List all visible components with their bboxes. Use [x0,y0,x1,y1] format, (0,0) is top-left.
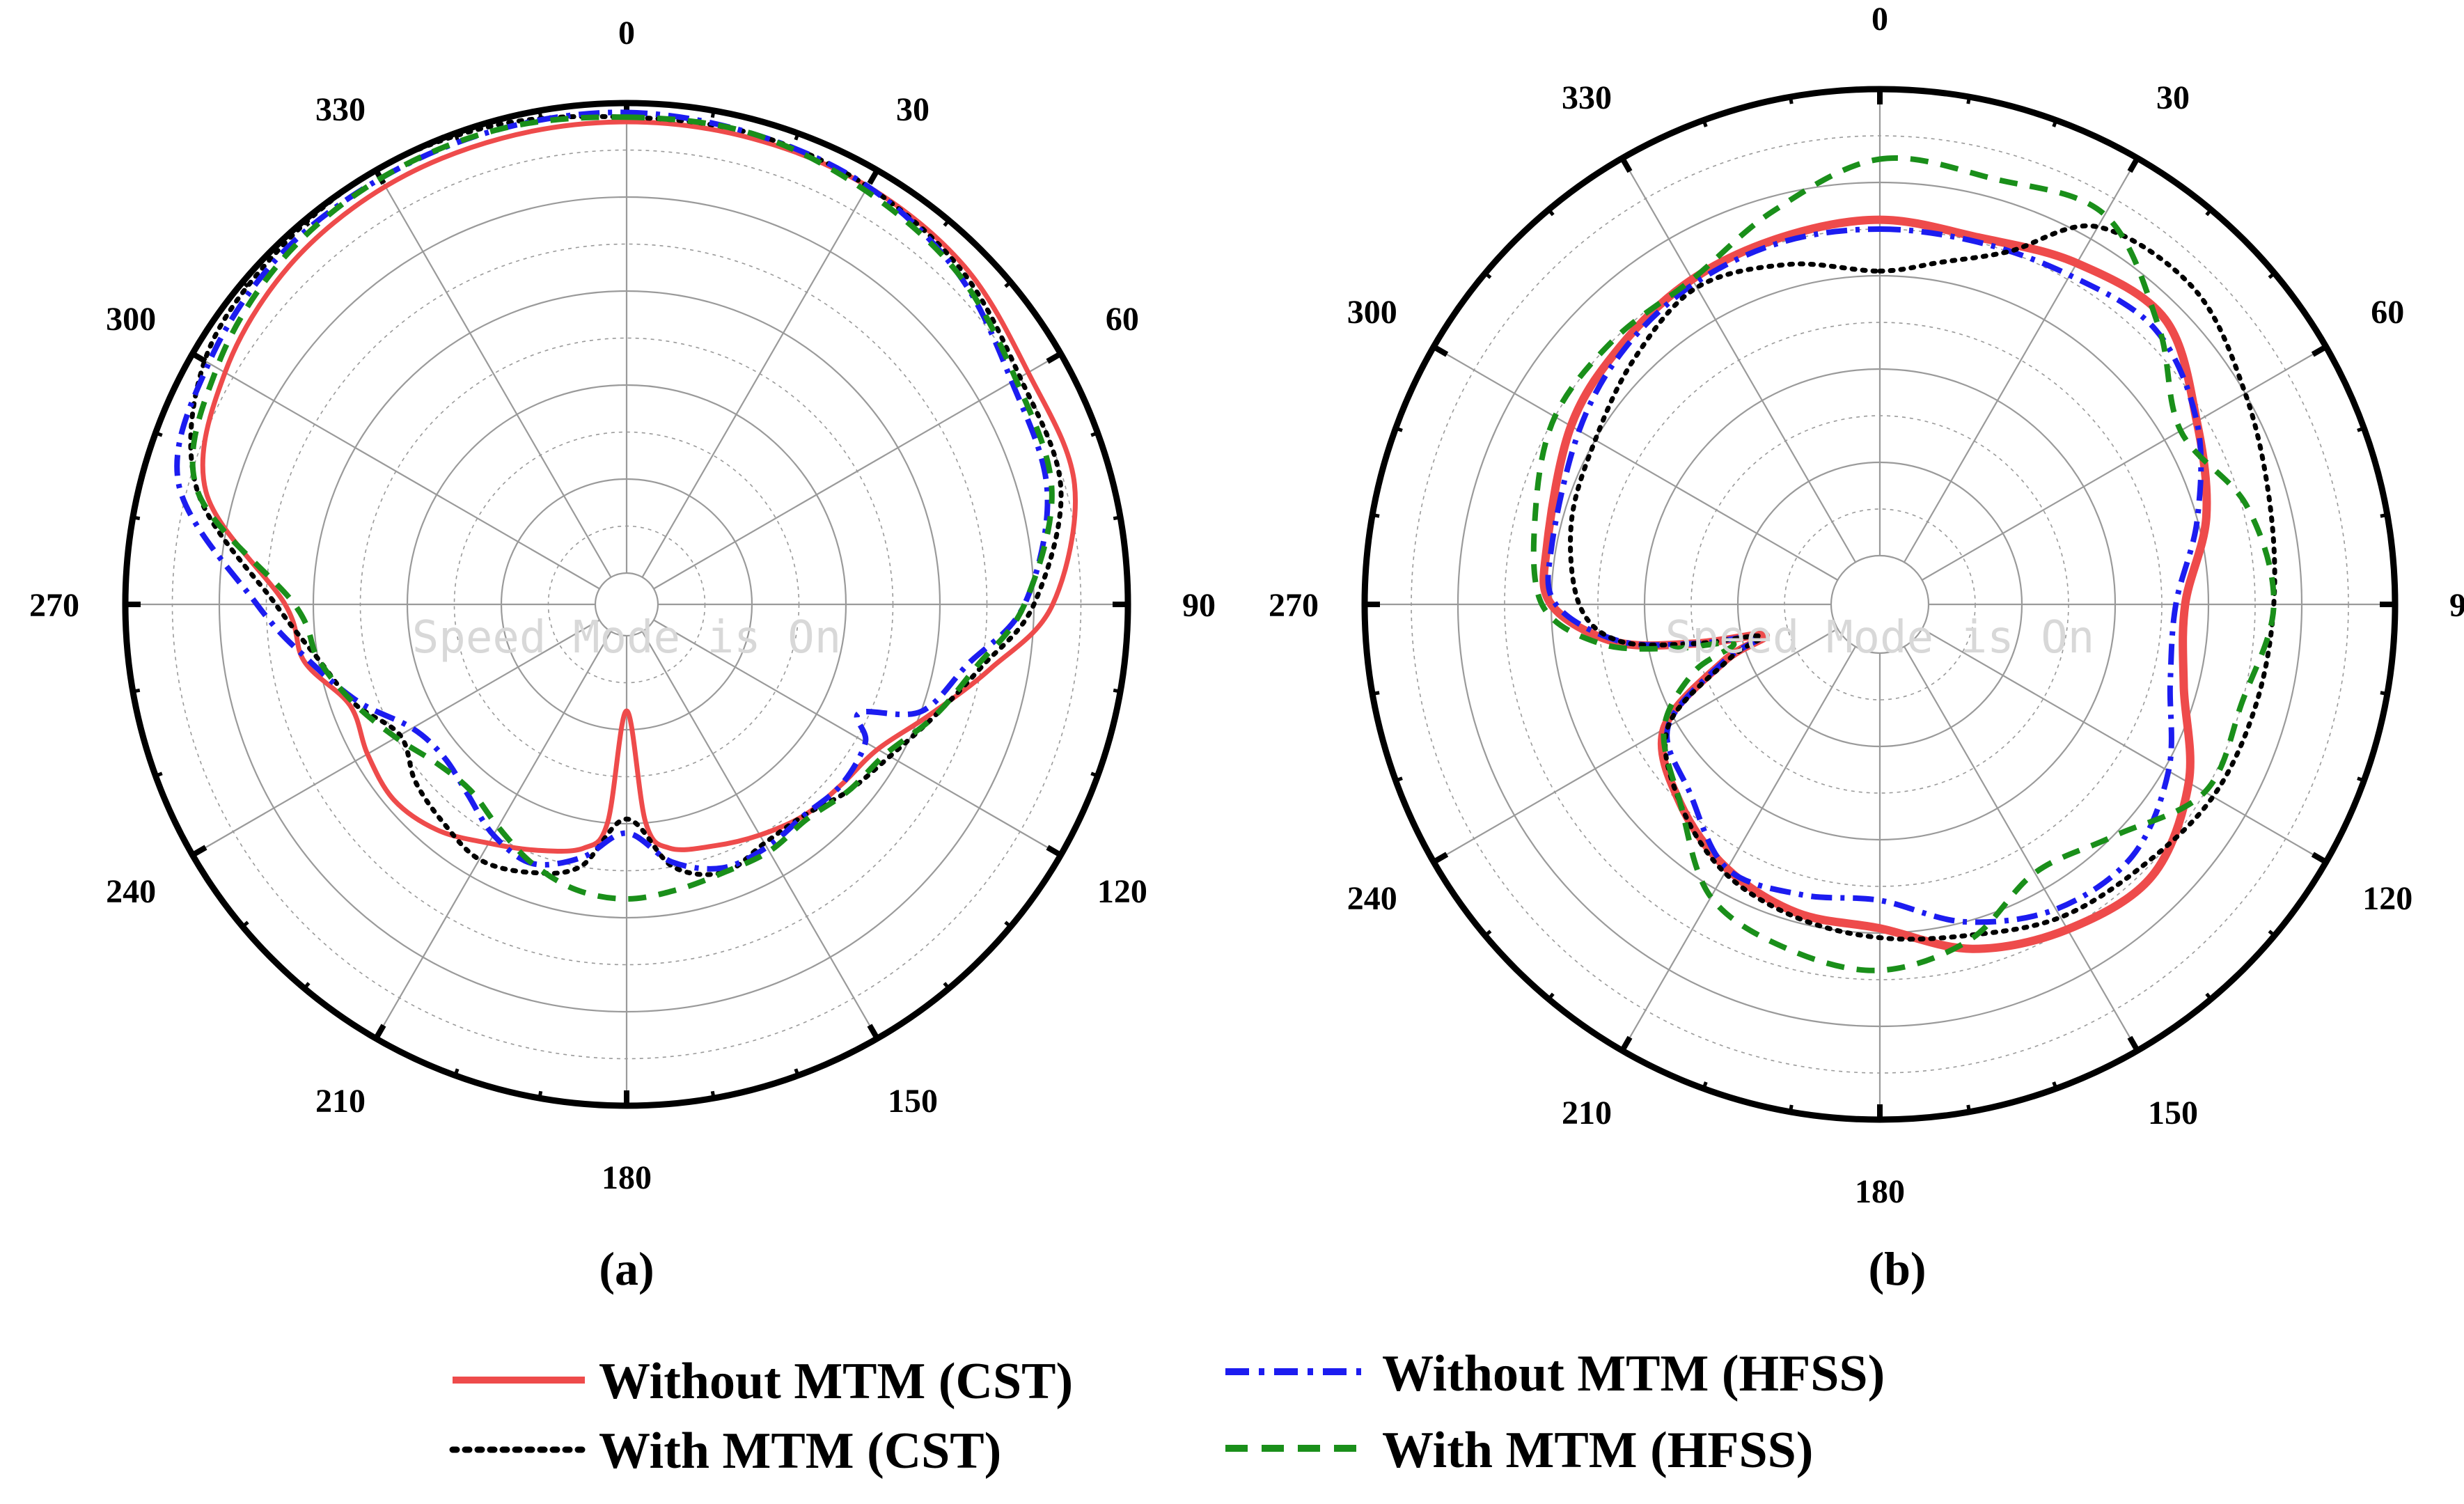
angle-tick-label: 330 [1562,79,1612,116]
series-line-cst-without [1539,215,2211,953]
angle-tick-label: 270 [1269,587,1319,624]
grid-spoke [1904,157,2138,563]
polar-grid [1363,88,2396,1121]
series-line-cst-with [188,113,1064,877]
grid-spoke [1622,646,1856,1051]
legend-item-without-mtm-hfss: Without MTM (HFSS) [1225,1345,1885,1402]
angle-tick-label: 0 [1871,1,1888,38]
angle-tick-label: 30 [896,91,929,128]
legend-label-with-mtm-hfss: With MTM (HFSS) [1382,1422,1813,1479]
grid-spoke [1904,646,2138,1051]
panel-label-b: (b) [1868,1242,1926,1295]
polar-chart-b: Speed Mode is On (b) 0 30 60 90 120 150 180 210… [1269,1,2464,1295]
series-line-cst-without [200,119,1078,854]
series-group [174,109,1078,902]
grid-spoke [375,169,612,578]
outer-frame-circle [122,100,1131,1109]
angle-tick-label: 150 [2148,1095,2198,1131]
angle-tick-label: 90 [1182,587,1216,624]
grid-spoke [641,169,878,578]
grid-spoke [1622,157,1856,563]
watermark-text-b: Speed Mode is On [1665,612,2095,664]
angle-tick-label: 150 [888,1083,938,1120]
grid-spoke [653,353,1062,590]
series-line-cst-with [1568,223,2277,942]
legend: Without MTM (CST) Without MTM (HFSS) Wit… [449,1345,1885,1480]
angle-tick-label: 30 [2156,79,2190,116]
series-line-hfss-with [1530,155,2277,973]
polar-chart-a: Speed Mode is On (a) 0 30 60 90 120 150 180 210… [29,15,1216,1295]
series-line-hfss-with [189,114,1055,902]
legend-item-without-mtm-cst: Without MTM (CST) [453,1353,1073,1410]
series-line-hfss-without [174,109,1051,872]
angle-tick-label: 300 [1347,294,1397,331]
angle-tick-label: 240 [106,873,156,910]
angle-tick-label: 240 [1347,880,1397,917]
watermark-text-a: Speed Mode is On [412,612,842,664]
grid-spoke [653,619,1062,856]
outer-frame-circle [1361,86,2399,1123]
angle-tick-label: 60 [2371,294,2404,331]
legend-label-with-mtm-cst: With MTM (CST) [599,1423,1001,1480]
angle-tick-label: 210 [1562,1095,1612,1131]
series-group [1530,155,2277,973]
grid-spoke [191,353,600,590]
angle-tick-label: 90 [2449,587,2464,624]
angle-tick-label: 300 [106,301,156,338]
series-line-hfss-without [1545,226,2204,925]
grid-spoke [1922,346,2327,581]
legend-item-with-mtm-cst: With MTM (CST) [449,1423,1001,1480]
angle-tick-label: 0 [618,15,635,52]
grid-spoke [1433,346,1838,581]
legend-label-without-mtm-hfss: Without MTM (HFSS) [1382,1345,1885,1402]
angle-tick-label: 270 [29,587,79,624]
angle-tick-label: 180 [602,1159,652,1196]
grid-spoke [1922,628,2327,863]
panel-label-a: (a) [599,1242,654,1295]
angle-tick-label: 210 [315,1083,366,1120]
legend-item-with-mtm-hfss: With MTM (HFSS) [1225,1422,1813,1479]
angle-tick-label: 60 [1106,301,1139,338]
angle-tick-label: 180 [1855,1173,1905,1210]
angle-tick-label: 120 [1097,873,1147,910]
angle-tick-label: 120 [2362,880,2412,917]
grid-spoke [1433,628,1838,863]
angle-tick-label: 330 [315,91,366,128]
legend-label-without-mtm-cst: Without MTM (CST) [599,1353,1073,1410]
